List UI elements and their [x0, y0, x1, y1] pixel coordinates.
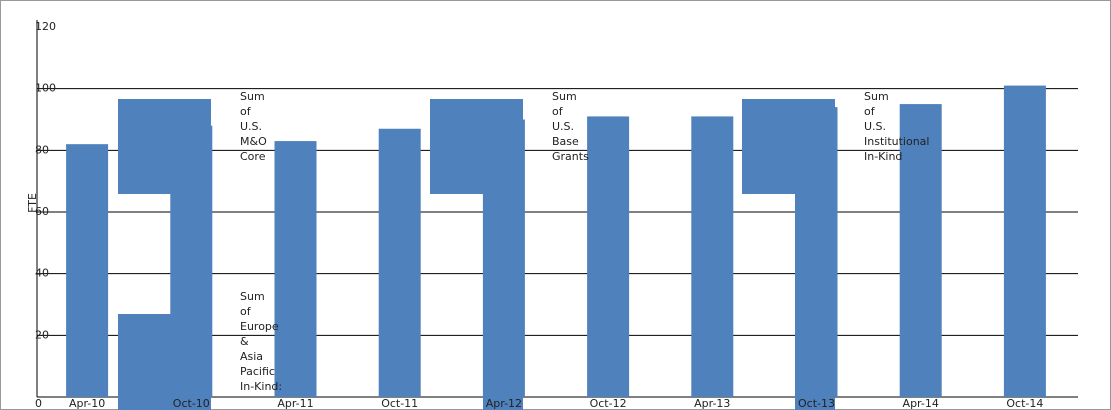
y-tick-label: 0	[35, 397, 42, 410]
legend-label: Sum of U.S. M&O Core	[240, 90, 267, 163]
x-tick-label: Apr-10	[69, 397, 105, 410]
legend-swatch	[742, 99, 835, 410]
y-axis-label: FTE	[26, 193, 39, 213]
x-tick-label: Oct-13	[798, 397, 835, 410]
legend-label: Sum of U.S. Institutional In-Kind	[864, 90, 929, 163]
legend-swatch	[118, 314, 211, 410]
bar	[274, 141, 317, 397]
bar	[691, 116, 734, 398]
bar	[66, 144, 109, 397]
y-tick-label: 80	[35, 143, 49, 156]
legend-label: Sum of U.S. Base Grants	[552, 90, 589, 163]
bar	[1003, 85, 1046, 397]
legend-swatch	[430, 99, 523, 410]
x-tick-label: Oct-14	[1006, 397, 1043, 410]
x-tick-label: Apr-14	[903, 397, 939, 410]
x-tick-label: Apr-11	[277, 397, 313, 410]
bar	[899, 104, 942, 397]
x-tick-label: Oct-12	[590, 397, 627, 410]
legend-label: Sum of Europe & Asia Pacific In-Kind:	[240, 290, 282, 393]
y-tick-label: 20	[35, 328, 49, 341]
y-tick-label: 60	[35, 205, 49, 218]
y-tick-label: 40	[35, 267, 49, 280]
x-tick-label: Apr-13	[694, 397, 730, 410]
y-tick-label: 100	[35, 82, 56, 95]
legend-swatches	[118, 99, 835, 410]
bar	[378, 128, 421, 397]
bar	[587, 116, 630, 398]
labels: 0 20 40 60 80 100 120 Apr-10 Oct-10 Apr-11 Oct-11 A…	[35, 20, 1043, 410]
x-tick-label: Oct-11	[381, 397, 418, 410]
y-tick-label: 120	[35, 20, 56, 33]
x-tick-label: Apr-12	[486, 397, 522, 410]
x-tick-label: Oct-10	[173, 397, 210, 410]
